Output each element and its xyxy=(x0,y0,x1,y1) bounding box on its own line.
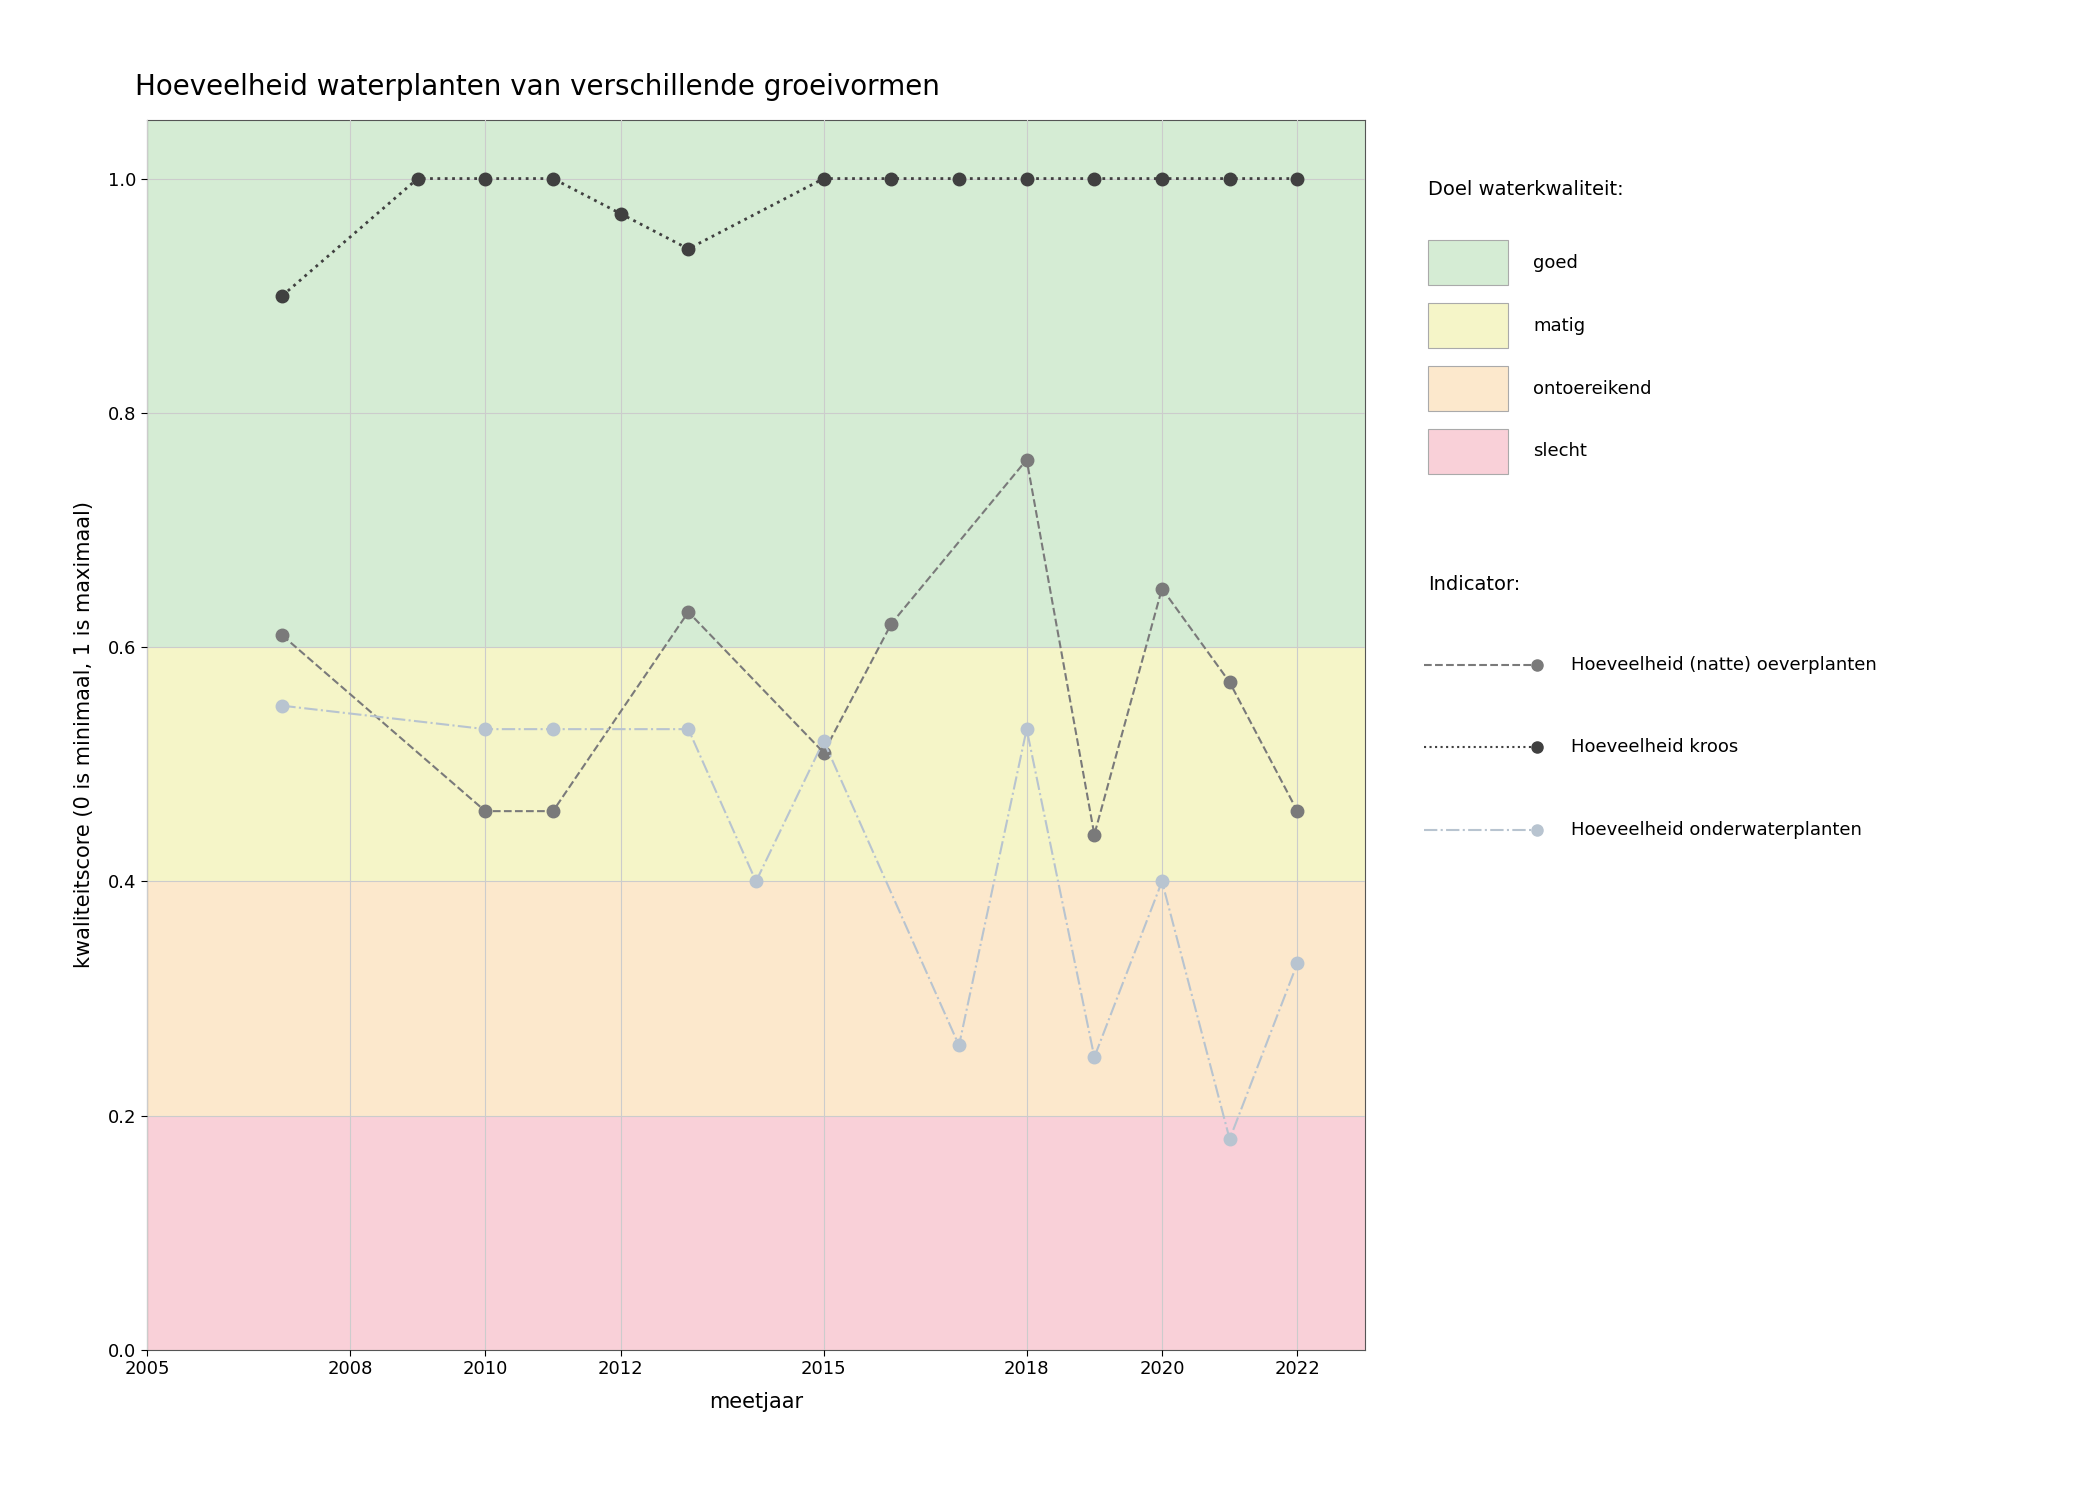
Y-axis label: kwaliteitscore (0 is minimaal, 1 is maximaal): kwaliteitscore (0 is minimaal, 1 is maxi… xyxy=(74,501,94,969)
Bar xyxy=(147,882,1365,1116)
Text: Hoeveelheid onderwaterplanten: Hoeveelheid onderwaterplanten xyxy=(1571,821,1863,839)
Bar xyxy=(147,1116,1365,1350)
X-axis label: meetjaar: meetjaar xyxy=(710,1392,802,1413)
Text: ontoereikend: ontoereikend xyxy=(1533,380,1651,398)
Text: Hoeveelheid kroos: Hoeveelheid kroos xyxy=(1571,738,1739,756)
Text: Hoeveelheid (natte) oeverplanten: Hoeveelheid (natte) oeverplanten xyxy=(1571,656,1877,674)
Bar xyxy=(147,646,1365,882)
Bar xyxy=(147,120,1365,646)
Text: matig: matig xyxy=(1533,316,1586,334)
Text: Hoeveelheid waterplanten van verschillende groeivormen: Hoeveelheid waterplanten van verschillen… xyxy=(134,74,939,100)
Text: slecht: slecht xyxy=(1533,442,1588,460)
Text: Indicator:: Indicator: xyxy=(1428,574,1520,594)
Text: goed: goed xyxy=(1533,254,1577,272)
Text: Doel waterkwaliteit:: Doel waterkwaliteit: xyxy=(1428,180,1623,200)
